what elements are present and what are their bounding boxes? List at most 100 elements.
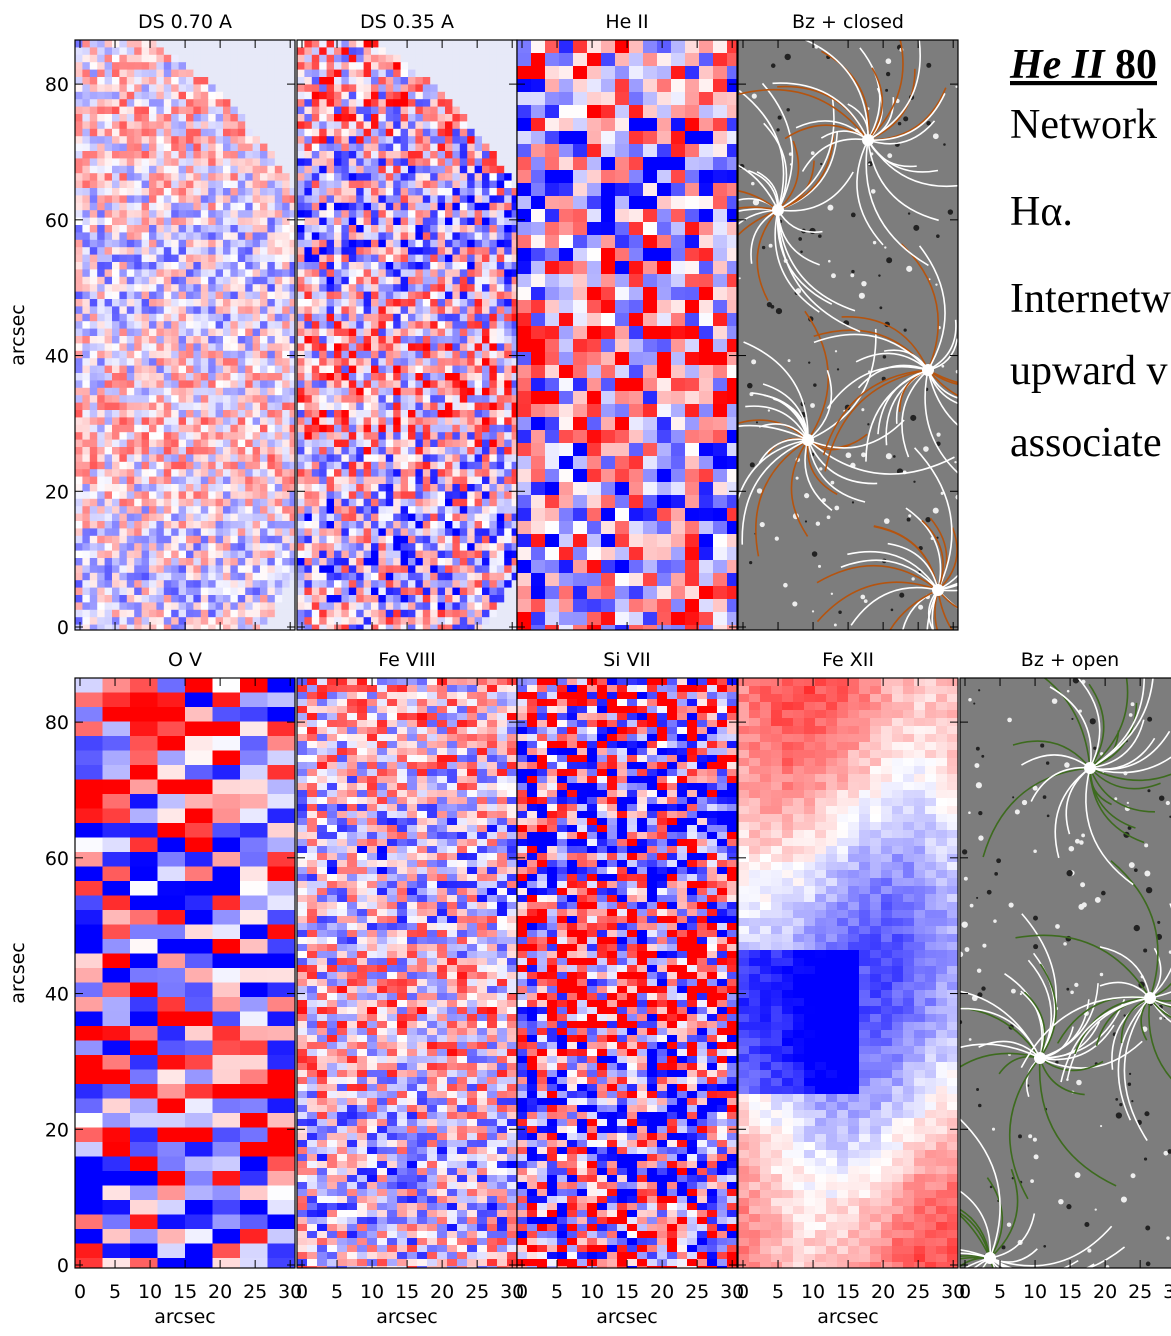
pixel	[327, 410, 335, 418]
pixel	[438, 255, 446, 263]
pixel	[171, 425, 179, 433]
pixel	[216, 625, 224, 633]
pixel	[223, 292, 231, 300]
pixel	[685, 92, 700, 106]
pixel	[193, 410, 201, 418]
pixel	[341, 403, 349, 411]
pixel	[297, 558, 305, 566]
pixel	[408, 151, 416, 159]
pixel	[341, 351, 349, 359]
pixel	[75, 225, 83, 233]
pixel	[260, 551, 268, 559]
pixel	[179, 499, 187, 507]
pixel	[334, 602, 342, 610]
pixel	[415, 225, 423, 233]
pixel	[149, 373, 157, 381]
pixel	[489, 440, 497, 448]
pixel	[142, 602, 150, 610]
pixel	[127, 454, 135, 462]
pixel	[282, 70, 290, 78]
pixel	[467, 514, 475, 522]
pixel	[482, 255, 490, 263]
pixel	[179, 158, 187, 166]
pixel	[467, 70, 475, 78]
pixel	[378, 588, 386, 596]
pixel	[171, 602, 179, 610]
pixel	[149, 136, 157, 144]
pixel	[142, 299, 150, 307]
pixel	[193, 203, 201, 211]
pixel	[482, 373, 490, 381]
pixel	[253, 84, 261, 92]
pixel	[156, 84, 164, 92]
pixel	[401, 373, 409, 381]
pixel	[171, 292, 179, 300]
pixel	[275, 203, 283, 211]
pixel	[282, 514, 290, 522]
pixel	[408, 269, 416, 277]
pixel	[438, 77, 446, 85]
pixel	[334, 329, 342, 337]
pixel	[149, 129, 157, 137]
pixel	[253, 99, 261, 107]
pixel	[201, 188, 209, 196]
pixel	[364, 432, 372, 440]
pixel	[267, 543, 275, 551]
pixel	[497, 269, 505, 277]
pixel	[378, 366, 386, 374]
pixel	[223, 70, 231, 78]
pixel	[364, 277, 372, 285]
pixel	[156, 40, 164, 48]
pixel	[238, 625, 246, 633]
pixel	[186, 262, 194, 270]
pixel	[341, 84, 349, 92]
pixel	[164, 329, 172, 337]
pixel	[401, 240, 409, 248]
pixel	[105, 277, 113, 285]
pixel	[371, 373, 379, 381]
pixel	[186, 336, 194, 344]
pixel	[504, 573, 512, 581]
pixel	[386, 321, 394, 329]
pixel	[445, 173, 453, 181]
pixel	[230, 521, 238, 529]
heading-rest: 80	[1115, 42, 1157, 88]
pixel	[475, 129, 483, 137]
pixel	[238, 247, 246, 255]
pixel	[430, 336, 438, 344]
pixel	[467, 329, 475, 337]
pixel	[112, 588, 120, 596]
pixel	[164, 144, 172, 152]
pixel	[415, 144, 423, 152]
pixel	[112, 380, 120, 388]
pixel	[430, 292, 438, 300]
pixel	[517, 53, 532, 67]
pixel	[319, 136, 327, 144]
pixel	[452, 565, 460, 573]
pixel	[201, 329, 209, 337]
pixel	[90, 580, 98, 588]
pixel	[482, 277, 490, 285]
pixel	[452, 262, 460, 270]
pixel	[90, 499, 98, 507]
pixel	[489, 299, 497, 307]
pixel	[438, 388, 446, 396]
pixel	[297, 380, 305, 388]
pixel	[356, 432, 364, 440]
pixel	[179, 284, 187, 292]
pixel	[105, 47, 113, 55]
pixel	[201, 395, 209, 403]
pixel	[112, 92, 120, 100]
pixel	[371, 188, 379, 196]
pixel	[171, 536, 179, 544]
pixel	[304, 580, 312, 588]
pixel	[497, 107, 505, 115]
pixel	[112, 469, 120, 477]
pixel	[573, 66, 588, 80]
pixel	[401, 144, 409, 152]
pixel	[156, 417, 164, 425]
pixel	[438, 158, 446, 166]
pixel	[216, 262, 224, 270]
pixel	[245, 447, 253, 455]
pixel	[260, 388, 268, 396]
